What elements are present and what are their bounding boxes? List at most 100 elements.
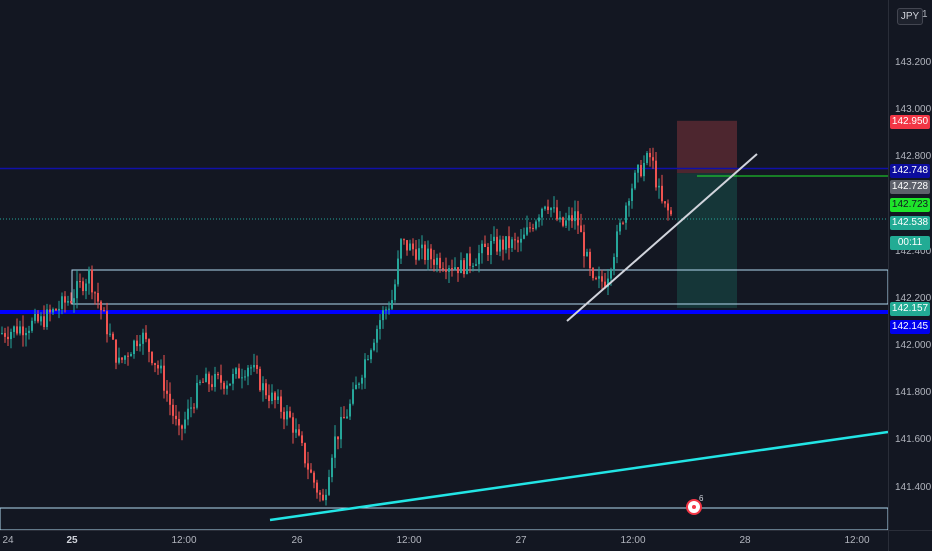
candle-body [436,257,438,265]
price-tick-partial: 1 [922,9,928,20]
candle-body [109,333,111,335]
candle-body [454,267,456,270]
candle-body [274,392,276,401]
candle-body [313,472,315,483]
take-profit-zone [677,173,737,308]
candle-body [253,365,255,368]
candle-body [115,339,117,363]
candle-body [508,236,510,248]
candle-body [520,238,522,243]
last-price-label: 142.538 [890,216,930,230]
price-axis[interactable]: 143.200 143.000 142.800 142.400 142.200 … [888,0,932,530]
candle-body [88,269,90,284]
candle-body [349,403,351,417]
candle-body [511,239,513,248]
time-tick: 12:00 [171,535,197,546]
axis-corner [888,530,932,551]
candle-body [79,281,81,283]
candle-body [382,310,384,321]
candle-body [556,207,558,220]
candle-body [286,411,288,420]
currency-button[interactable]: JPY [897,8,923,25]
candle-body [193,407,195,409]
stop-loss-zone [677,120,737,174]
candle-body [199,381,201,383]
candle-body [571,215,573,222]
candle-body [43,316,45,327]
candle-body [394,284,396,301]
candle-body [622,222,624,224]
price-tick: 142.200 [895,293,932,304]
candle-body [322,494,324,501]
candle-body [40,316,42,322]
time-axis[interactable]: 24 25 12:00 26 12:00 27 12:00 28 12:00 [0,530,888,551]
candle-body [73,298,75,303]
candle-body [145,332,147,340]
candle-body [232,374,234,384]
candle-body [310,469,312,473]
candle-body [157,364,159,369]
candle-body [640,164,642,177]
candle-body [592,268,594,279]
candle-body [331,457,333,478]
candle-body [316,482,318,493]
candle-body [637,164,639,173]
candle-body [37,314,39,322]
candle-body [649,152,651,158]
stop-loss-price-label: 142.950 [890,115,930,129]
candle-body [502,239,504,250]
candle-body [148,339,150,352]
candle-body [610,270,612,279]
range-rectangle [71,269,888,305]
time-tick: 12:00 [396,535,422,546]
chart-pane[interactable] [0,0,888,530]
candle-body [118,357,120,363]
candle-body [586,251,588,257]
candle-body [241,377,243,379]
candle-body [466,253,468,275]
candle-body [244,376,246,378]
candle-body [130,354,132,357]
candle-body [247,367,249,377]
candle-body [550,207,552,211]
price-tick: 141.800 [895,387,932,398]
candle-body [595,278,597,280]
candle-body [34,314,36,321]
candle-body [601,276,603,282]
candle-body [370,350,372,360]
candle-body [625,205,627,223]
candle-body [22,326,24,336]
candle-body [667,203,669,211]
time-tick: 24 [2,535,14,546]
candle-body [169,393,171,405]
candle-body [415,249,417,260]
price-tick: 142.800 [895,151,932,162]
candle-body [385,309,387,311]
candle-body [175,415,177,420]
candle-body [151,351,153,364]
candle-body [631,188,633,201]
candle-body [343,416,345,419]
candle-body [505,236,507,250]
candle-body [538,217,540,222]
candle-body [31,320,33,331]
candle-body [373,342,375,351]
candle-body [211,384,213,387]
candle-body [325,494,327,501]
candle-body [475,264,477,266]
candle-body [439,257,441,269]
candle-body [478,253,480,265]
candle-body [409,243,411,251]
candle-body [64,296,66,303]
take-profit-price-label: 142.157 [890,302,930,316]
price-tick: 142.000 [895,340,932,351]
candle-body [406,240,408,251]
candle-body [541,208,543,218]
candle-body [442,268,444,270]
candle-body [337,436,339,440]
candle-body [13,326,15,332]
candle-body [217,373,219,376]
candle-body [154,363,156,365]
candle-body [529,227,531,229]
economic-event-icon[interactable] [686,499,702,515]
